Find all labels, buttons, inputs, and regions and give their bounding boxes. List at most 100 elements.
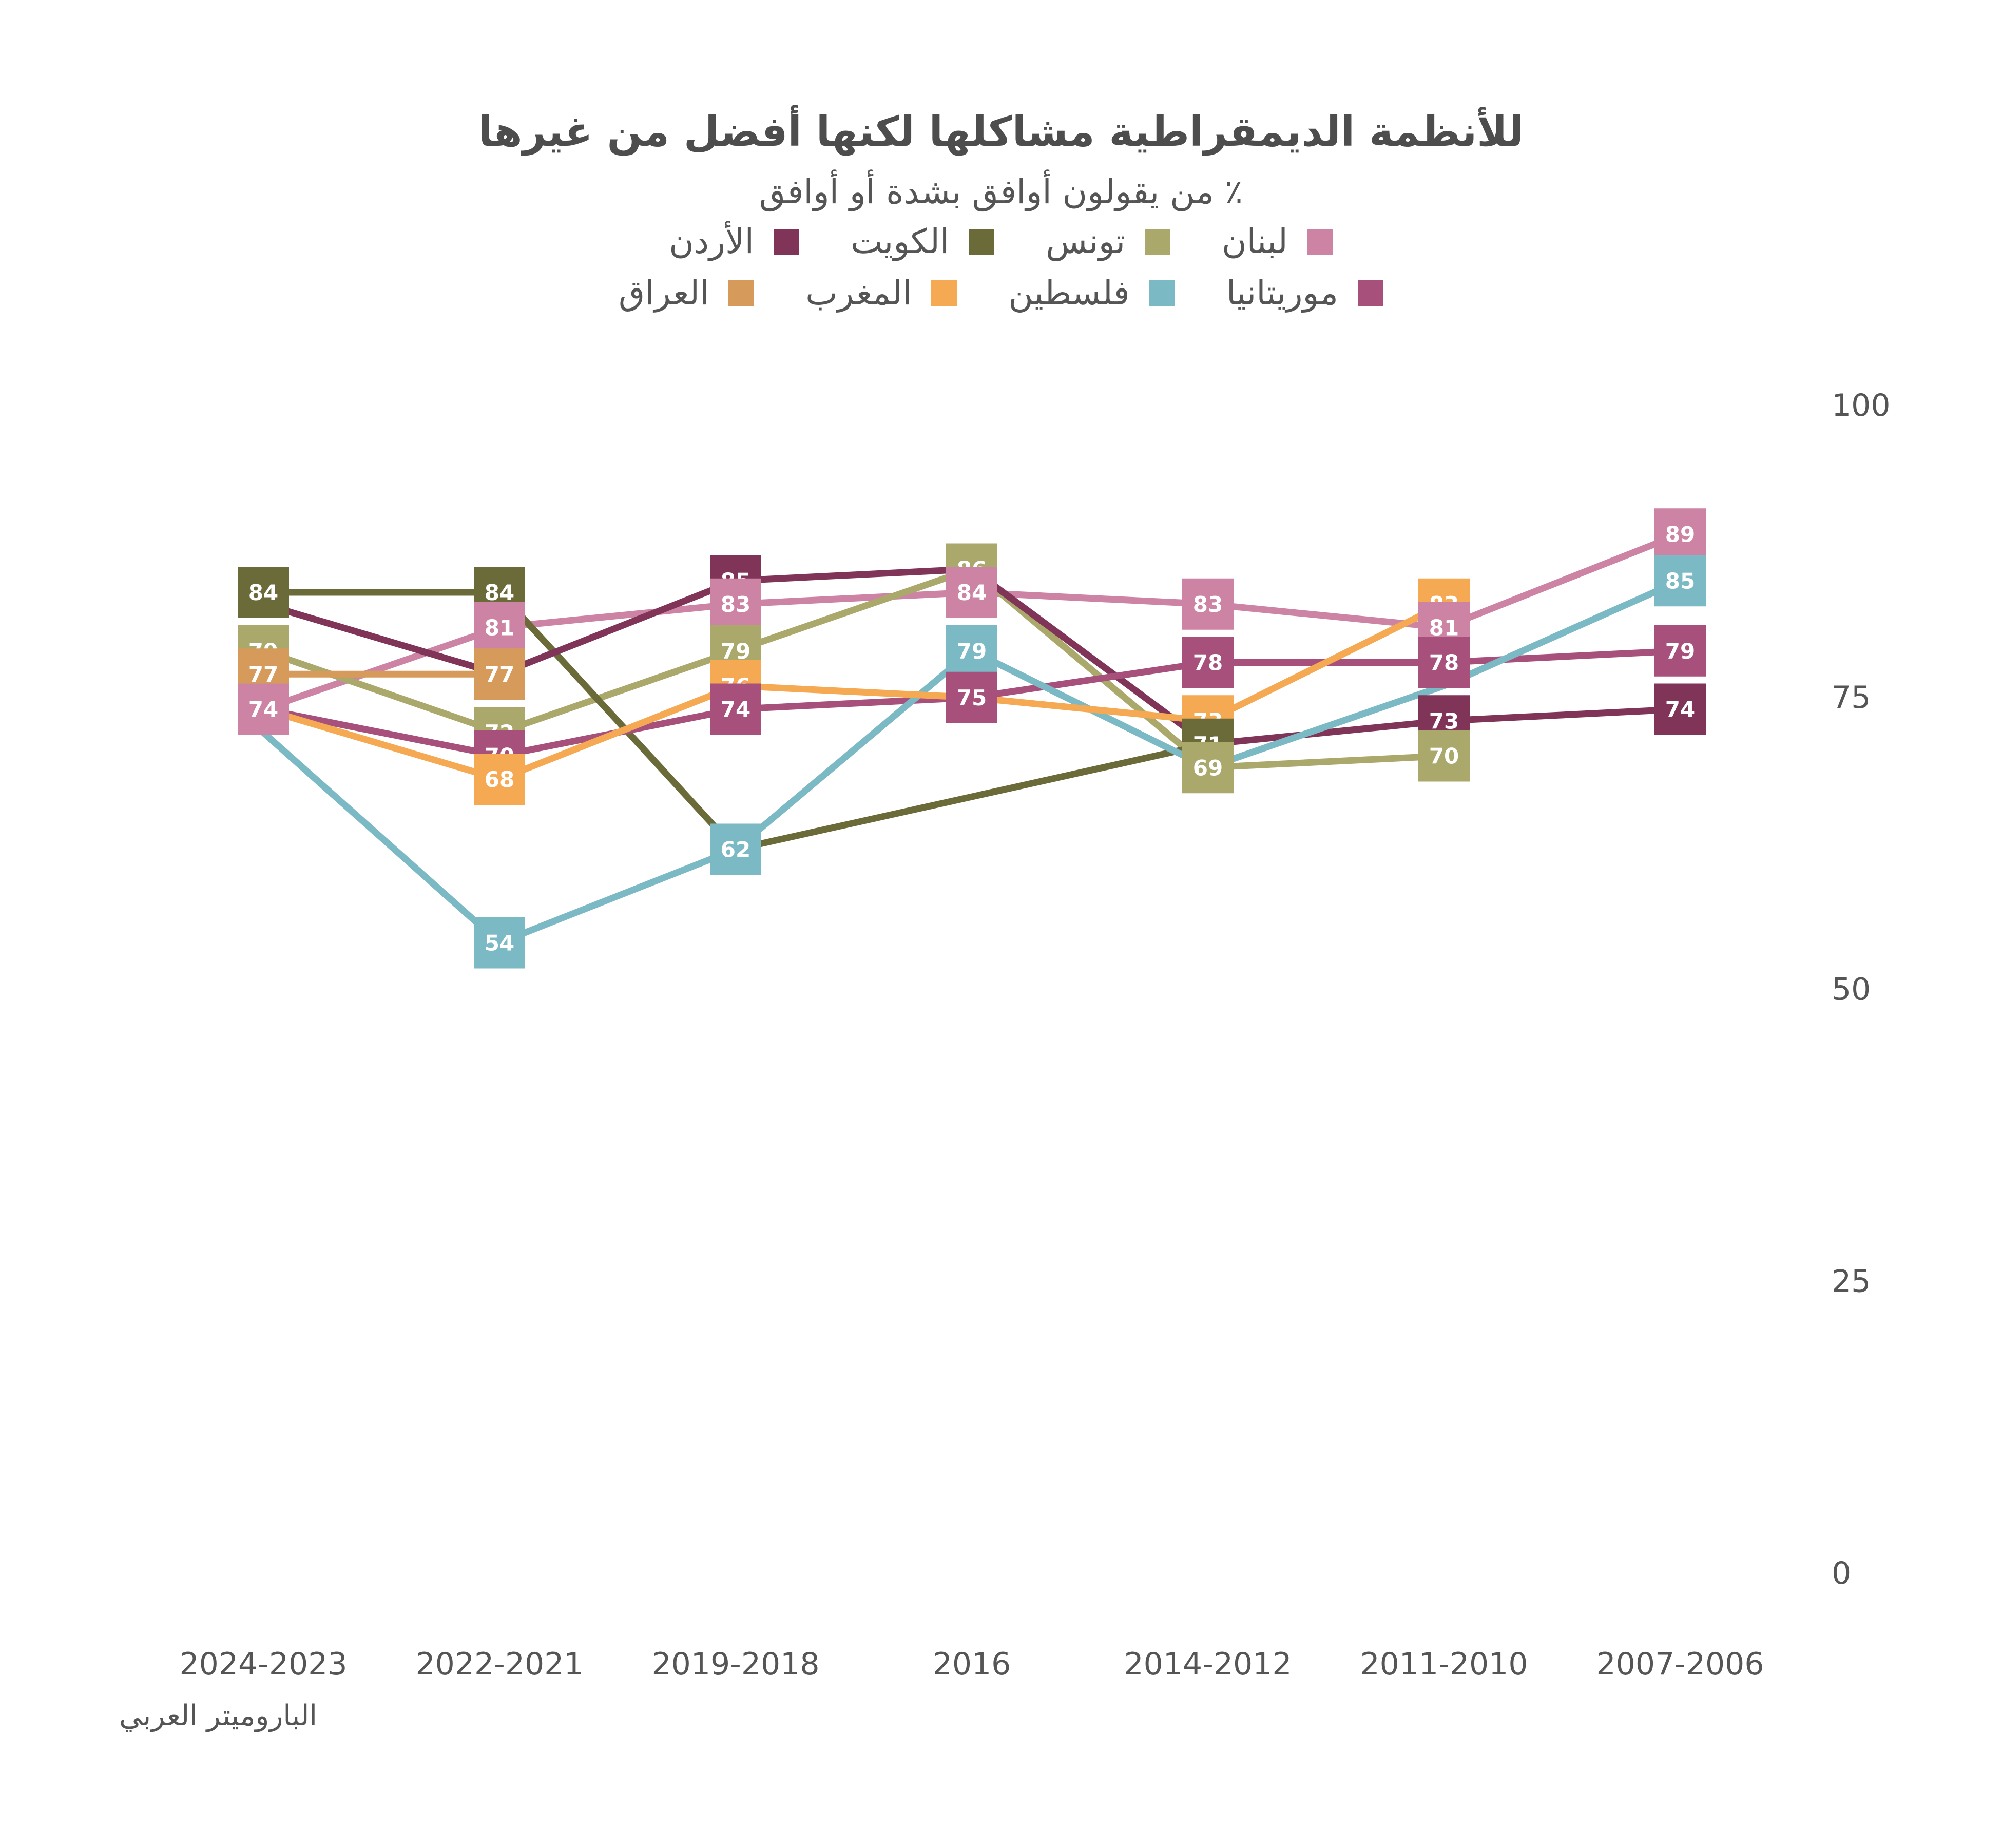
data-label: 62 <box>710 823 761 875</box>
x-tick-label: 2011-2010 <box>1360 1646 1528 1682</box>
data-label-text: 69 <box>1193 755 1223 780</box>
data-label-box <box>238 683 289 735</box>
data-label-box <box>474 754 525 805</box>
legend-label-iraq: العراق <box>619 273 709 313</box>
data-label: 83 <box>1182 578 1234 630</box>
data-label: 84 <box>238 567 289 618</box>
legend-item-kuwait[interactable]: الكويت <box>851 222 995 261</box>
data-label-box <box>1182 578 1234 630</box>
series-line <box>260 589 1211 853</box>
data-label: 54 <box>474 917 525 969</box>
x-tick-label: 2024-2023 <box>179 1646 347 1682</box>
data-label-text: 79 <box>1665 639 1695 664</box>
data-label-text: 83 <box>1193 592 1223 617</box>
data-label: 74 <box>1654 683 1706 735</box>
data-label: 81 <box>474 602 525 653</box>
y-tick-label: 100 <box>1832 388 1891 424</box>
legend-swatch-morocco <box>931 280 957 306</box>
data-label: 85 <box>1654 555 1706 607</box>
legend-item-jordan[interactable]: الأردن <box>669 222 800 261</box>
data-label: 77 <box>474 648 525 700</box>
data-label-box <box>1182 637 1234 688</box>
legend-item-iraq[interactable]: العراق <box>619 273 755 313</box>
data-label-box <box>946 625 997 677</box>
legend-swatch-tunisia <box>1145 228 1171 255</box>
data-label-box <box>710 823 761 875</box>
data-label-box <box>1654 555 1706 607</box>
legend-label-morocco: المغرب <box>805 273 912 313</box>
data-label: 70 <box>1418 730 1470 782</box>
data-label-text: 77 <box>485 662 514 687</box>
legend-item-tunisia[interactable]: تونس <box>1046 222 1171 261</box>
data-label: 79 <box>1654 625 1706 677</box>
data-label-box <box>1654 508 1706 560</box>
data-label-box <box>710 683 761 735</box>
legend-swatch-lebanon <box>1307 228 1333 255</box>
data-label-text: 62 <box>721 837 750 862</box>
legend-row-1: لبنان تونس الكويت الأردن <box>0 222 2002 261</box>
legend-row-2: موريتانيا فلسطين المغرب العراق <box>0 273 2002 313</box>
legend-swatch-palestine <box>1149 280 1175 306</box>
data-label-box <box>1418 730 1470 782</box>
data-label-box <box>474 602 525 653</box>
legend-item-lebanon[interactable]: لبنان <box>1222 222 1333 261</box>
data-labels: 8479777484817772706854858379767462868479… <box>238 508 1706 969</box>
legend-swatch-jordan <box>774 228 800 255</box>
legend-item-mauritania[interactable]: موريتانيا <box>1226 273 1383 313</box>
legend-label-jordan: الأردن <box>669 222 755 261</box>
y-tick-label: 0 <box>1832 1555 1851 1591</box>
data-label-text: 74 <box>248 697 278 722</box>
data-label-text: 84 <box>248 580 278 605</box>
legend-swatch-mauritania <box>1357 280 1383 306</box>
series-line <box>260 601 1448 783</box>
legend-swatch-kuwait <box>969 228 995 255</box>
data-label-box <box>474 917 525 969</box>
data-label-text: 84 <box>485 580 514 605</box>
data-label-text: 89 <box>1665 522 1695 547</box>
chart-title: للأنظمة الديمقراطية مشاكلها لكنها أفضل م… <box>478 108 1524 156</box>
data-label-text: 70 <box>1429 744 1459 769</box>
data-label: 79 <box>946 625 997 677</box>
data-label: 78 <box>1418 637 1470 688</box>
data-label-box <box>238 567 289 618</box>
data-label-text: 68 <box>485 767 514 792</box>
y-tick-label: 75 <box>1832 680 1871 716</box>
data-label-box <box>1654 683 1706 735</box>
legend-label-lebanon: لبنان <box>1222 222 1288 261</box>
data-label-box <box>946 671 997 723</box>
data-label-text: 81 <box>485 615 514 640</box>
data-label-text: 73 <box>1429 708 1459 734</box>
data-label-box <box>474 648 525 700</box>
data-label-box <box>1418 637 1470 688</box>
x-tick-label: 2007-2006 <box>1596 1646 1764 1682</box>
data-label-text: 81 <box>1429 615 1459 640</box>
data-label-text: 78 <box>1429 650 1459 676</box>
data-label-box <box>1654 625 1706 677</box>
series-line <box>260 566 1448 771</box>
data-label-text: 54 <box>485 931 514 956</box>
y-tick-label: 50 <box>1832 972 1871 1008</box>
data-label-box <box>1182 742 1234 794</box>
data-label-text: 77 <box>248 662 278 687</box>
legend-label-tunisia: تونس <box>1046 222 1126 261</box>
data-label: 83 <box>710 578 761 630</box>
data-label: 75 <box>946 671 997 723</box>
x-tick-label: 2019-2018 <box>651 1646 819 1682</box>
y-tick-label: 25 <box>1832 1263 1871 1299</box>
chart-subtitle: ٪ من يقولون أوافق بشدة أو أوافق <box>759 172 1243 211</box>
data-label: 68 <box>474 754 525 805</box>
data-label-box <box>946 567 997 618</box>
legend-item-morocco[interactable]: المغرب <box>805 273 957 313</box>
legend-swatch-iraq <box>728 280 755 306</box>
legend-label-kuwait: الكويت <box>851 222 950 261</box>
data-label-text: 74 <box>721 697 750 722</box>
data-label-box <box>710 578 761 630</box>
legend-item-palestine[interactable]: فلسطين <box>1008 273 1175 313</box>
data-label-text: 75 <box>957 685 987 710</box>
data-label-text: 79 <box>721 639 750 664</box>
data-label: 74 <box>238 683 289 735</box>
x-axis: 2007-2006 2011-2010 2014-2012 2016 2019-2018… <box>179 1646 1764 1682</box>
data-label-text: 84 <box>957 580 987 605</box>
data-label: 89 <box>1654 508 1706 560</box>
